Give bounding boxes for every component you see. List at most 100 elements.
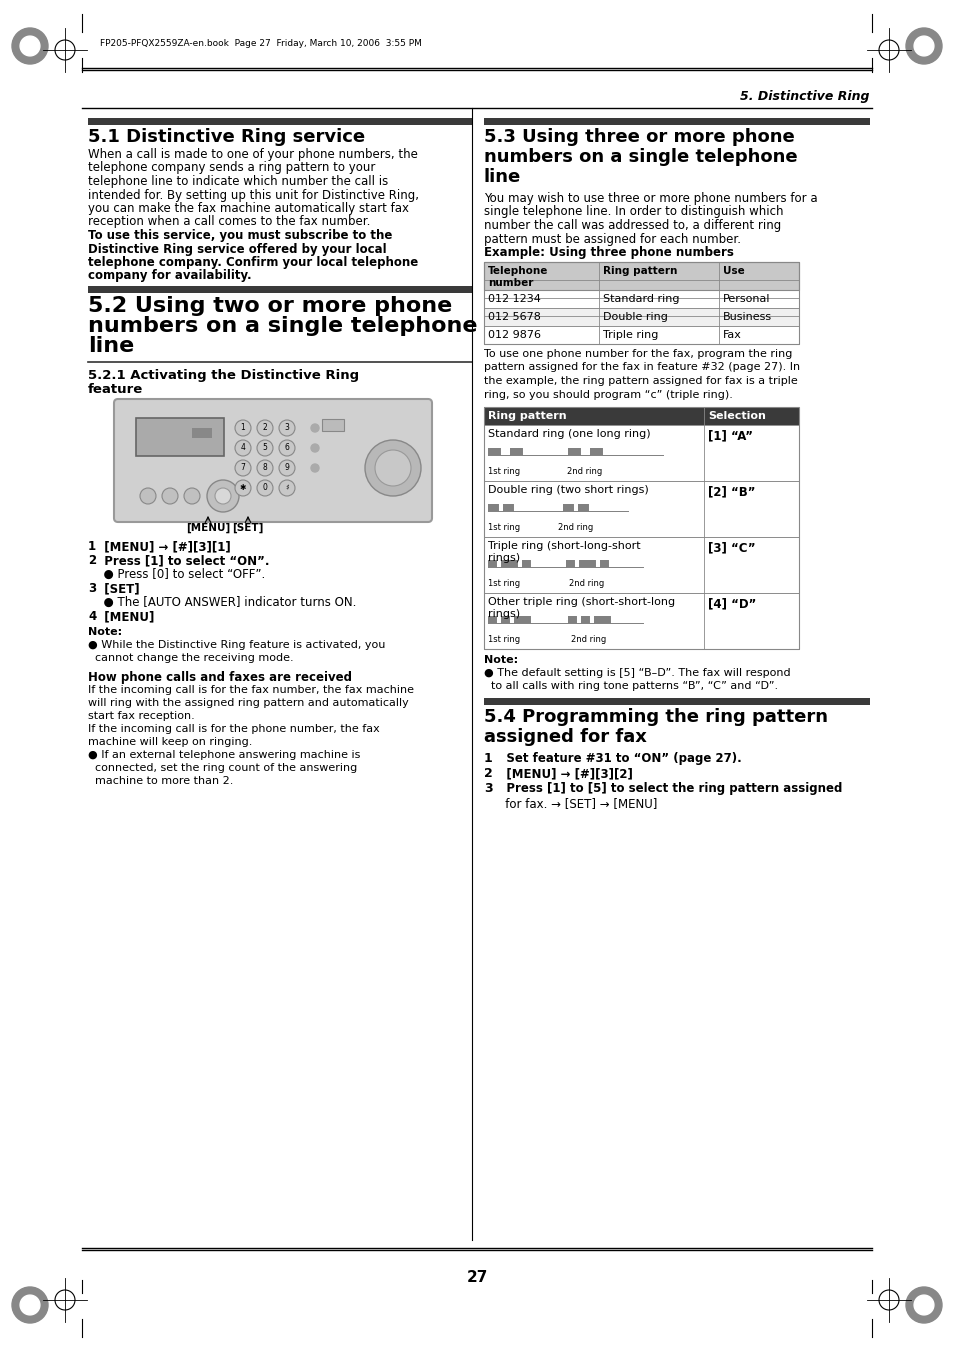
Text: Triple ring (short-long-short: Triple ring (short-long-short	[488, 540, 640, 551]
Text: intended for. By setting up this unit for Distinctive Ring,: intended for. By setting up this unit fo…	[88, 189, 418, 201]
Text: 3: 3	[88, 582, 96, 594]
Text: 6: 6	[284, 443, 289, 453]
Text: [MENU] → [#][3][1]: [MENU] → [#][3][1]	[96, 540, 231, 553]
Bar	[521, 561, 530, 567]
Text: for fax. → [SET] → [MENU]: for fax. → [SET] → [MENU]	[494, 797, 657, 811]
Text: telephone company. Confirm your local telephone: telephone company. Confirm your local te…	[88, 255, 417, 269]
Circle shape	[256, 440, 273, 457]
Text: to all calls with ring tone patterns “B”, “C” and “D”.: to all calls with ring tone patterns “B”…	[483, 681, 778, 690]
Text: You may wish to use three or more phone numbers for a: You may wish to use three or more phone …	[483, 192, 817, 205]
Bar	[483, 262, 799, 345]
Circle shape	[256, 420, 273, 436]
Circle shape	[12, 28, 48, 63]
Text: 5.2.1 Activating the Distinctive Ring: 5.2.1 Activating the Distinctive Ring	[88, 369, 358, 382]
Bar	[488, 616, 496, 623]
Text: 5.2 Using two or more phone: 5.2 Using two or more phone	[88, 296, 452, 316]
Text: will ring with the assigned ring pattern and automatically: will ring with the assigned ring pattern…	[88, 698, 408, 708]
Bar	[483, 426, 799, 481]
Bar	[580, 616, 588, 623]
Text: [3] “C”: [3] “C”	[707, 540, 755, 554]
Text: Selection: Selection	[707, 411, 765, 422]
Text: Ring pattern: Ring pattern	[488, 411, 566, 422]
Bar	[483, 698, 869, 705]
Text: you can make the fax machine automatically start fax: you can make the fax machine automatical…	[88, 203, 409, 215]
Text: 2nd ring: 2nd ring	[569, 580, 604, 588]
Bar	[88, 118, 472, 126]
Text: If the incoming call is for the phone number, the fax: If the incoming call is for the phone nu…	[88, 724, 379, 734]
Text: 5.4 Programming the ring pattern: 5.4 Programming the ring pattern	[483, 708, 827, 725]
Text: Note:: Note:	[88, 627, 122, 638]
Text: Note:: Note:	[483, 655, 517, 665]
Bar	[488, 449, 499, 455]
Text: 7: 7	[240, 463, 245, 473]
Circle shape	[256, 459, 273, 476]
Text: FP205-PFQX2559ZA-en.book  Page 27  Friday, March 10, 2006  3:55 PM: FP205-PFQX2559ZA-en.book Page 27 Friday,…	[100, 39, 421, 49]
Bar	[594, 616, 609, 623]
Text: Distinctive Ring service offered by your local: Distinctive Ring service offered by your…	[88, 242, 386, 255]
Text: To use one phone number for the fax, program the ring: To use one phone number for the fax, pro…	[483, 349, 792, 359]
Text: Double ring (two short rings): Double ring (two short rings)	[488, 485, 648, 494]
Text: Triple ring: Triple ring	[602, 330, 658, 340]
Text: rings): rings)	[488, 553, 519, 563]
Text: Example: Using three phone numbers: Example: Using three phone numbers	[483, 246, 733, 259]
Circle shape	[375, 450, 411, 486]
Bar	[192, 428, 212, 438]
Text: company for availability.: company for availability.	[88, 269, 252, 282]
Circle shape	[365, 440, 420, 496]
Text: Double ring: Double ring	[602, 312, 667, 322]
Bar	[578, 561, 595, 567]
Text: If the incoming call is for the fax number, the fax machine: If the incoming call is for the fax numb…	[88, 685, 414, 694]
Text: Fax: Fax	[722, 330, 741, 340]
Text: 1: 1	[483, 753, 493, 765]
Text: 1: 1	[88, 540, 96, 553]
Bar	[565, 561, 574, 567]
Text: telephone line to indicate which number the call is: telephone line to indicate which number …	[88, 176, 388, 188]
Bar	[500, 561, 517, 567]
Text: [MENU] → [#][3][2]: [MENU] → [#][3][2]	[494, 767, 632, 780]
Text: numbers on a single telephone: numbers on a single telephone	[88, 316, 477, 336]
Text: [SET]: [SET]	[96, 582, 139, 594]
Text: 1: 1	[240, 423, 245, 432]
Text: Press [1] to select “ON”.: Press [1] to select “ON”.	[96, 554, 269, 567]
Bar	[483, 262, 799, 290]
Text: 5. Distinctive Ring: 5. Distinctive Ring	[740, 91, 869, 103]
Text: [2] “B”: [2] “B”	[707, 485, 755, 499]
Bar	[483, 407, 799, 648]
Bar	[578, 504, 587, 511]
Text: the example, the ring pattern assigned for fax is a triple: the example, the ring pattern assigned f…	[483, 376, 797, 386]
Text: 5.1 Distinctive Ring service: 5.1 Distinctive Ring service	[88, 128, 365, 146]
Circle shape	[311, 444, 318, 453]
Text: Set feature #31 to “ON” (page 27).: Set feature #31 to “ON” (page 27).	[494, 753, 741, 765]
Circle shape	[256, 480, 273, 496]
Text: [SET]: [SET]	[233, 523, 263, 534]
Text: ● The default setting is [5] “B–D”. The fax will respond: ● The default setting is [5] “B–D”. The …	[483, 667, 790, 678]
Text: 8: 8	[262, 463, 267, 473]
Bar	[488, 561, 496, 567]
Bar	[322, 419, 344, 431]
Text: ● Press [0] to select “OFF”.: ● Press [0] to select “OFF”.	[96, 567, 265, 581]
Text: ♯: ♯	[285, 484, 289, 493]
Text: [MENU]: [MENU]	[96, 611, 154, 623]
Circle shape	[162, 488, 178, 504]
Text: Business: Business	[722, 312, 771, 322]
Circle shape	[234, 420, 251, 436]
Bar	[599, 561, 607, 567]
Text: How phone calls and faxes are received: How phone calls and faxes are received	[88, 671, 352, 684]
Text: line: line	[483, 168, 520, 186]
Text: 1st ring: 1st ring	[488, 580, 519, 588]
Circle shape	[20, 1296, 40, 1315]
Text: Standard ring (one long ring): Standard ring (one long ring)	[488, 430, 650, 439]
Text: pattern assigned for the fax in feature #32 (page 27). In: pattern assigned for the fax in feature …	[483, 362, 800, 373]
Text: [4] “D”: [4] “D”	[707, 597, 756, 611]
Circle shape	[234, 440, 251, 457]
Text: 27: 27	[466, 1270, 487, 1285]
Text: 012 5678: 012 5678	[488, 312, 540, 322]
Bar	[483, 481, 799, 536]
Text: 1st ring: 1st ring	[488, 467, 519, 476]
Text: 012 1234: 012 1234	[488, 295, 540, 304]
Bar	[483, 308, 799, 326]
Circle shape	[913, 36, 933, 55]
Bar	[562, 504, 573, 511]
Circle shape	[234, 480, 251, 496]
Bar	[589, 449, 601, 455]
